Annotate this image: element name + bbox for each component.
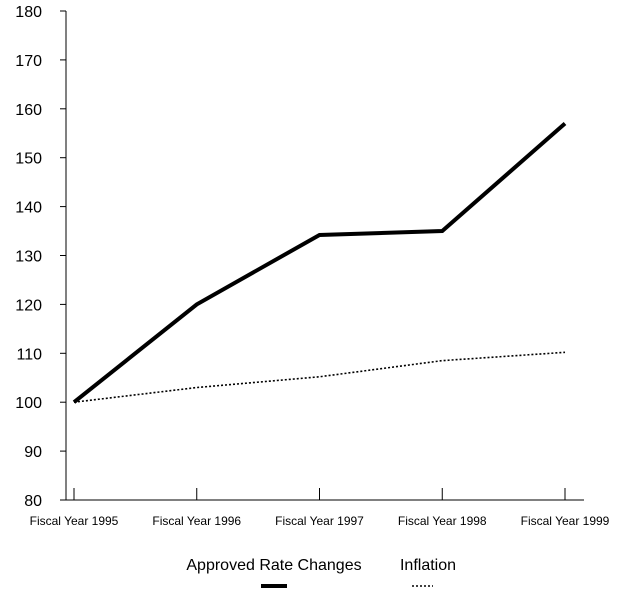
y-axis-ticks: 80 90 100 110 120 130 140 150 160 170 180 bbox=[15, 4, 66, 510]
y-tick-label: 80 bbox=[24, 493, 42, 510]
x-tick-label: Fiscal Year 1998 bbox=[398, 514, 487, 528]
legend-label: Approved Rate Changes bbox=[186, 557, 361, 574]
x-tick-label: Fiscal Year 1995 bbox=[30, 514, 119, 528]
legend-label: Inflation bbox=[400, 557, 456, 574]
y-tick-label: 170 bbox=[15, 53, 42, 70]
y-tick-label: 150 bbox=[15, 151, 42, 168]
x-tick-label: Fiscal Year 1996 bbox=[152, 514, 241, 528]
y-tick-label: 130 bbox=[15, 249, 42, 266]
x-axis-ticks: Fiscal Year 1995 Fiscal Year 1996 Fiscal Y… bbox=[30, 488, 610, 528]
y-tick-label: 160 bbox=[15, 102, 42, 119]
x-tick-label: Fiscal Year 1997 bbox=[275, 514, 364, 528]
y-tick-label: 180 bbox=[15, 4, 42, 21]
y-tick-label: 100 bbox=[15, 395, 42, 412]
inflation-line bbox=[73, 351, 566, 403]
y-tick-label: 110 bbox=[16, 346, 42, 363]
y-tick-label: 140 bbox=[15, 200, 42, 217]
legend: Approved Rate Changes Inflation bbox=[186, 557, 456, 588]
x-tick-label: Fiscal Year 1999 bbox=[521, 514, 610, 528]
y-tick-label: 120 bbox=[15, 297, 42, 314]
approved-rate-changes-line bbox=[72, 121, 567, 404]
axes bbox=[65, 11, 584, 501]
y-tick-label: 90 bbox=[24, 444, 42, 461]
series-lines bbox=[72, 121, 567, 404]
